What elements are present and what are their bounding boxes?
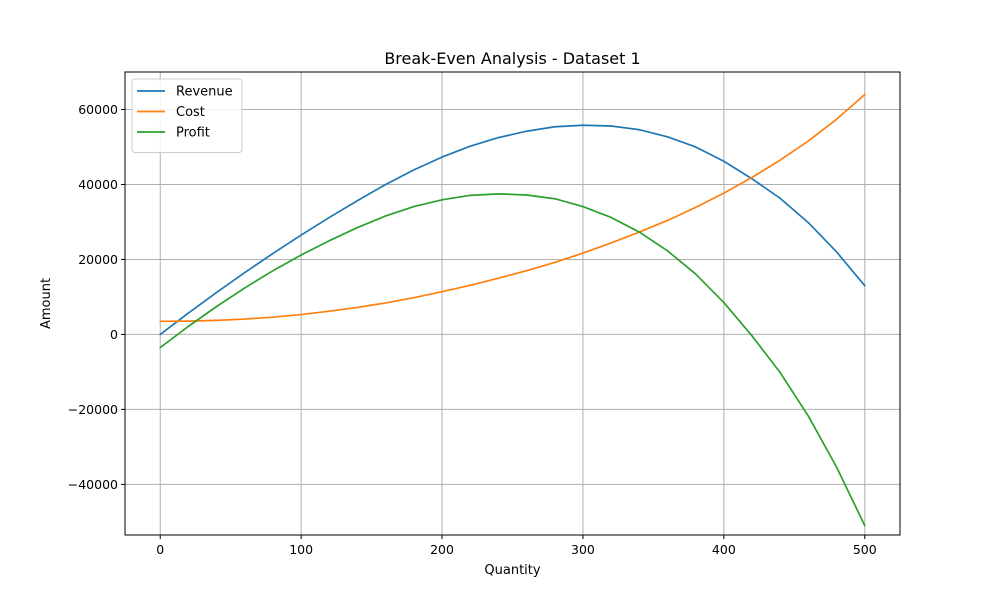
x-tick-label: 300 <box>571 542 595 557</box>
series-line-cost <box>159 93 866 323</box>
chart-title: Break-Even Analysis - Dataset 1 <box>384 49 640 68</box>
legend-label-revenue: Revenue <box>176 85 233 100</box>
plot-frame <box>124 71 901 536</box>
y-tick-label: 20000 <box>78 252 118 267</box>
x-tick-label: 0 <box>156 542 164 557</box>
legend-box <box>131 78 243 153</box>
grid-lines <box>125 72 900 535</box>
legend-label-profit: Profit <box>176 126 210 141</box>
series-line-revenue <box>159 124 866 336</box>
x-tick-label: 100 <box>289 542 313 557</box>
y-tick-label: 0 <box>110 327 118 342</box>
axis-ticks: 0 100 200 300 400 500 −40000 −20000 0 20000 40000 6… <box>68 102 877 557</box>
y-tick-label: 60000 <box>78 102 118 117</box>
y-axis-title: Amount <box>39 278 54 329</box>
y-tick-label: 40000 <box>78 177 118 192</box>
series-line-profit <box>159 192 866 527</box>
y-tick-label: −20000 <box>68 402 118 417</box>
x-axis-title: Quantity <box>484 563 540 578</box>
legend-label-cost: Cost <box>176 105 205 120</box>
x-tick-label: 200 <box>430 542 454 557</box>
legend: Revenue Cost Profit <box>131 78 243 153</box>
x-tick-label: 400 <box>712 542 736 557</box>
series-lines <box>159 93 866 527</box>
y-tick-label: −40000 <box>68 477 118 492</box>
x-tick-label: 500 <box>853 542 877 557</box>
